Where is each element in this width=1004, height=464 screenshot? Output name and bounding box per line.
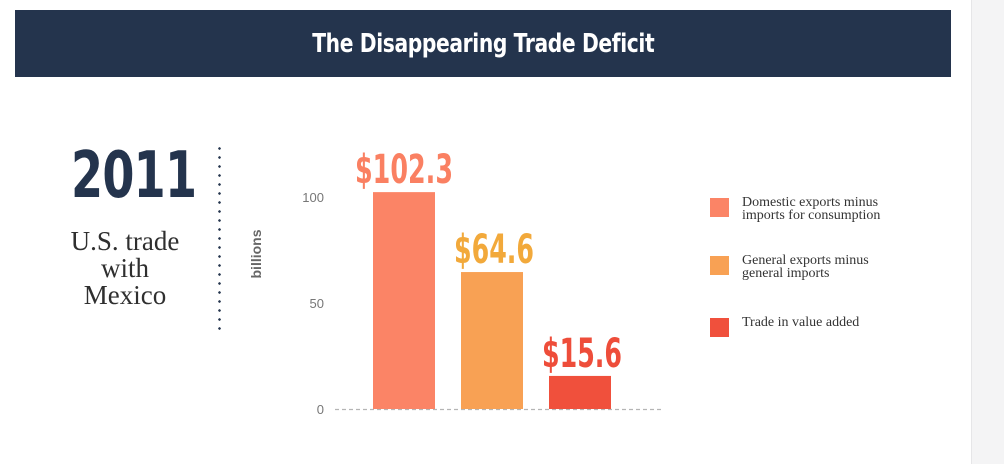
subtitle-line: Mexico [83,280,167,310]
bar-data-label: $64.6 [454,227,534,273]
legend-label-line: imports for consumption [742,208,881,223]
title-banner: The Disappearing Trade Deficit [15,10,951,77]
y-tick-label: 100 [302,190,324,205]
bar-data-label: $102.3 [355,147,453,193]
y-axis-label: billions [248,229,264,278]
page-title: The Disappearing Trade Deficit [311,28,655,59]
bar [373,192,435,409]
y-tick-label: 0 [317,402,324,417]
legend-label: Trade in value added [742,315,942,330]
legend-label-line: General exports minus [742,253,869,268]
legend-swatch [710,318,729,337]
legend-label: Domestic exports minus imports for consu… [742,195,942,223]
legend-label: General exports minus general imports [742,253,942,281]
y-tick-label: 50 [310,296,324,311]
bar [461,272,523,409]
legend-item: General exports minus general imports [710,253,942,281]
subtitle-line: with [100,253,149,283]
legend-item: Trade in value added [710,316,942,337]
chart-subtitle: U.S. trade with Mexico [50,228,200,309]
subtitle-line: U.S. trade [70,226,180,256]
legend-label-line: general imports [742,266,830,281]
legend-swatch [710,198,729,217]
window-right-gutter [971,0,1004,464]
legend-item: Domestic exports minus imports for consu… [710,195,942,223]
bar [549,375,611,409]
bar-data-label: $15.6 [542,331,622,377]
dotted-divider [218,144,221,334]
year-label: 2011 [71,139,197,213]
legend-label-line: Domestic exports minus [742,195,879,210]
legend-swatch [710,256,729,275]
legend-label-line: Trade in value added [742,315,860,330]
